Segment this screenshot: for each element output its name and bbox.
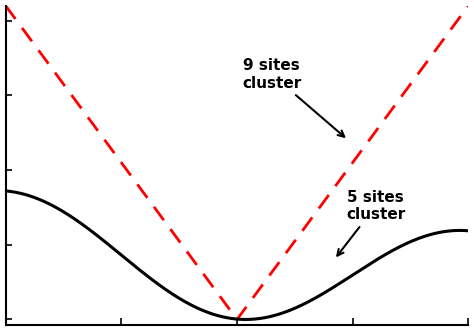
Text: 5 sites
cluster: 5 sites cluster [337, 190, 405, 256]
Text: 9 sites
cluster: 9 sites cluster [242, 58, 344, 137]
